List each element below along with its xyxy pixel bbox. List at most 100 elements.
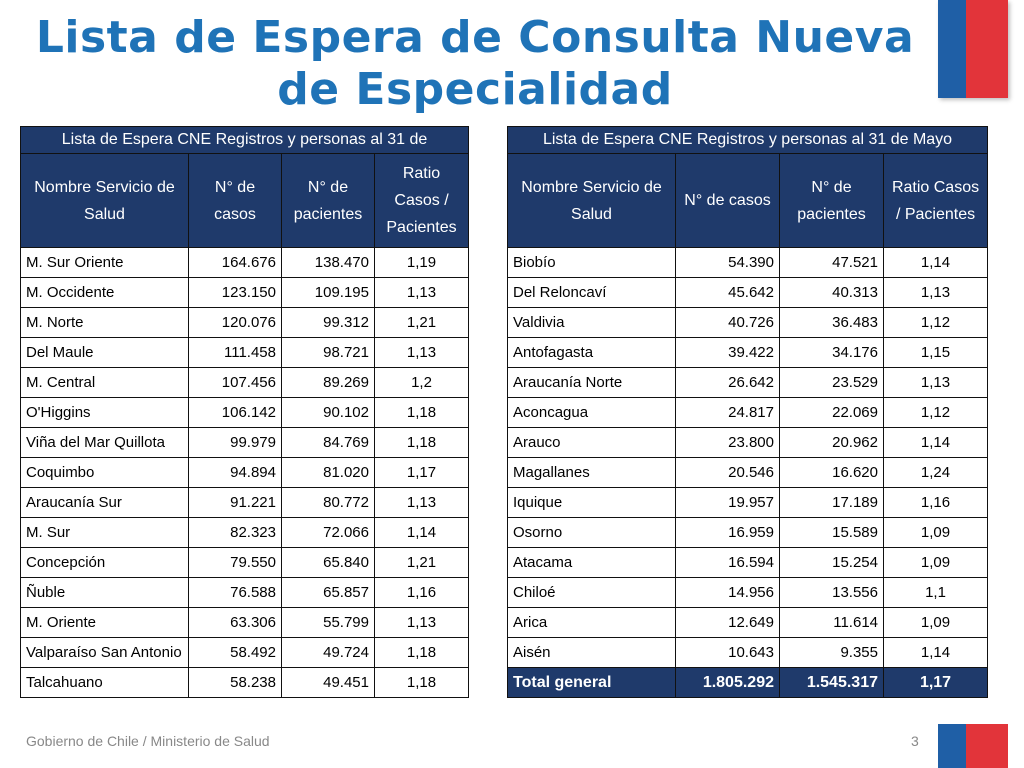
cell-ratio: 1,15 (882, 337, 989, 368)
cell-patients: 47.521 (779, 247, 884, 278)
total-cell-patients: 1.545.317 (779, 667, 884, 698)
cell-cases: 16.959 (675, 517, 780, 548)
cell-ratio: 1,21 (373, 547, 470, 578)
cell-ratio: 1,16 (882, 487, 989, 518)
column-header-patients: N° de pacientes (281, 153, 375, 248)
cell-patients: 17.189 (779, 487, 884, 518)
cell-patients: 65.857 (281, 577, 375, 608)
column-header-service: Nombre Servicio de Salud (20, 153, 189, 248)
cell-cases: 40.726 (675, 307, 780, 338)
table-row: Valdivia 40.726 36.483 1,12 (507, 307, 989, 338)
cell-ratio: 1,14 (373, 517, 470, 548)
cell-cases: 23.800 (675, 427, 780, 458)
table-row: M. Norte 120.076 99.312 1,21 (20, 307, 470, 338)
cell-cases: 164.676 (188, 247, 282, 278)
cell-ratio: 1,2 (373, 367, 470, 398)
cell-cases: 24.817 (675, 397, 780, 428)
table-row: Valparaíso San Antonio 58.492 49.724 1,18 (20, 637, 470, 668)
cell-service: O'Higgins (20, 397, 189, 428)
table-row: Osorno 16.959 15.589 1,09 (507, 517, 989, 548)
table-row: Aisén 10.643 9.355 1,14 (507, 637, 989, 668)
table-row: Biobío 54.390 47.521 1,14 (507, 247, 989, 278)
table-row: Aconcagua 24.817 22.069 1,12 (507, 397, 989, 428)
table-caption: Lista de Espera CNE Registros y personas… (506, 126, 989, 154)
chile-flag-footer-logo (938, 724, 1008, 768)
table-row: Del Reloncaví 45.642 40.313 1,13 (507, 277, 989, 308)
cell-patients: 49.724 (281, 637, 375, 668)
column-header-cases: N° de casos (188, 153, 282, 248)
cell-ratio: 1,14 (882, 247, 989, 278)
total-cell-cases: 1.805.292 (675, 667, 780, 698)
cell-ratio: 1,18 (373, 667, 470, 698)
table-row: M. Oriente 63.306 55.799 1,13 (20, 607, 470, 638)
cell-ratio: 1,19 (373, 247, 470, 278)
cell-cases: 58.238 (188, 667, 282, 698)
cell-cases: 94.894 (188, 457, 282, 488)
waiting-list-table-left: Lista de Espera CNE Registros y personas… (19, 126, 470, 698)
cell-ratio: 1,17 (373, 457, 470, 488)
cell-service: M. Norte (20, 307, 189, 338)
cell-ratio: 1,09 (882, 607, 989, 638)
cell-ratio: 1,13 (373, 607, 470, 638)
total-cell-service: Total general (507, 667, 676, 698)
cell-cases: 58.492 (188, 637, 282, 668)
cell-patients: 49.451 (281, 667, 375, 698)
cell-ratio: 1,12 (882, 397, 989, 428)
cell-service: Arauco (507, 427, 676, 458)
column-header-ratio: Ratio Casos / Pacientes (373, 153, 470, 248)
table-row: Antofagasta 39.422 34.176 1,15 (507, 337, 989, 368)
cell-service: Osorno (507, 517, 676, 548)
table-row: Talcahuano 58.238 49.451 1,18 (20, 667, 470, 698)
slide-title: Lista de Espera de Consulta Nueva de Esp… (35, 12, 915, 115)
cell-patients: 15.254 (779, 547, 884, 578)
cell-service: M. Central (20, 367, 189, 398)
cell-service: M. Sur Oriente (20, 247, 189, 278)
cell-ratio: 1,1 (882, 577, 989, 608)
table-caption: Lista de Espera CNE Registros y personas… (19, 126, 470, 154)
cell-cases: 26.642 (675, 367, 780, 398)
table-row: Coquimbo 94.894 81.020 1,17 (20, 457, 470, 488)
cell-service: Viña del Mar Quillota (20, 427, 189, 458)
table-row: M. Occidente 123.150 109.195 1,13 (20, 277, 470, 308)
cell-service: Chiloé (507, 577, 676, 608)
table-row: Arica 12.649 11.614 1,09 (507, 607, 989, 638)
table-row: Del Maule 111.458 98.721 1,13 (20, 337, 470, 368)
cell-service: Antofagasta (507, 337, 676, 368)
cell-ratio: 1,18 (373, 427, 470, 458)
cell-patients: 16.620 (779, 457, 884, 488)
footer-text: Gobierno de Chile / Ministerio de Salud (26, 733, 270, 749)
table-row: M. Sur Oriente 164.676 138.470 1,19 (20, 247, 470, 278)
cell-patients: 22.069 (779, 397, 884, 428)
table-row: Viña del Mar Quillota 99.979 84.769 1,18 (20, 427, 470, 458)
table-row: Ñuble 76.588 65.857 1,16 (20, 577, 470, 608)
table-row: Araucanía Norte 26.642 23.529 1,13 (507, 367, 989, 398)
cell-service: Magallanes (507, 457, 676, 488)
cell-ratio: 1,09 (882, 547, 989, 578)
cell-cases: 45.642 (675, 277, 780, 308)
cell-cases: 106.142 (188, 397, 282, 428)
cell-cases: 16.594 (675, 547, 780, 578)
cell-cases: 63.306 (188, 607, 282, 638)
cell-cases: 10.643 (675, 637, 780, 668)
table-row: M. Central 107.456 89.269 1,2 (20, 367, 470, 398)
cell-ratio: 1,14 (882, 427, 989, 458)
cell-cases: 14.956 (675, 577, 780, 608)
column-header-cases: N° de casos (675, 153, 780, 248)
cell-service: Aisén (507, 637, 676, 668)
cell-patients: 81.020 (281, 457, 375, 488)
cell-cases: 123.150 (188, 277, 282, 308)
cell-service: Valparaíso San Antonio (20, 637, 189, 668)
cell-patients: 89.269 (281, 367, 375, 398)
cell-service: Biobío (507, 247, 676, 278)
cell-patients: 36.483 (779, 307, 884, 338)
cell-cases: 12.649 (675, 607, 780, 638)
waiting-list-table-right: Lista de Espera CNE Registros y personas… (506, 126, 989, 698)
cell-patients: 72.066 (281, 517, 375, 548)
cell-ratio: 1,18 (373, 397, 470, 428)
cell-patients: 138.470 (281, 247, 375, 278)
cell-service: Araucanía Norte (507, 367, 676, 398)
cell-cases: 39.422 (675, 337, 780, 368)
cell-patients: 80.772 (281, 487, 375, 518)
cell-patients: 9.355 (779, 637, 884, 668)
cell-service: M. Oriente (20, 607, 189, 638)
